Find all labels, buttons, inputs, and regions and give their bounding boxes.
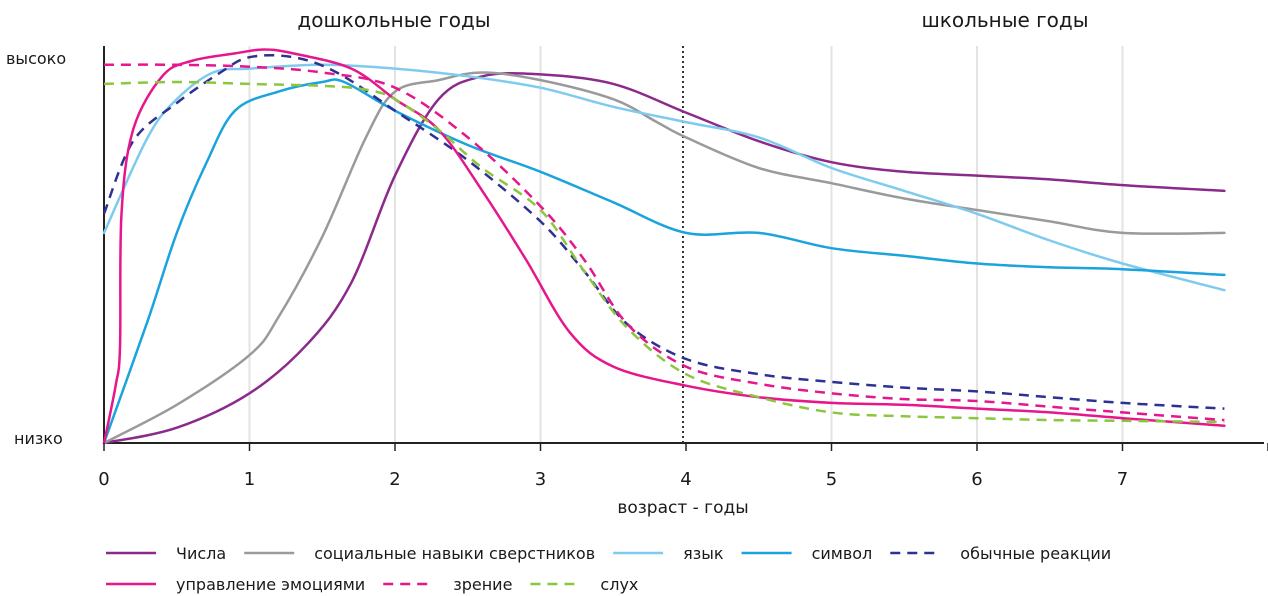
y-low-label: низко — [14, 429, 63, 448]
series-lines — [102, 48, 1226, 445]
period-label-school: школьные годы — [921, 8, 1088, 32]
series-line — [102, 63, 1226, 292]
x-tick-label: 6 — [971, 469, 982, 490]
legend-label: язык — [683, 544, 724, 563]
series-line — [102, 72, 1226, 445]
legend: Числа социальные навыки сверстников язык си… — [106, 544, 1111, 594]
x-ticks: 0 1 2 3 4 5 6 7 — [98, 443, 1268, 490]
series-line — [103, 63, 1225, 422]
legend-label: зрение — [453, 575, 512, 594]
y-high-label: высоко — [6, 49, 66, 68]
x-tick-label: 5 — [826, 469, 837, 490]
legend-label: слух — [600, 575, 638, 594]
x-tick-label: 3 — [535, 469, 546, 490]
legend-label: социальные навыки сверстников — [314, 544, 595, 563]
series-line — [103, 80, 1225, 424]
x-tick-label: 7 — [1117, 469, 1128, 490]
series-line — [102, 48, 1226, 445]
series-line — [102, 71, 1226, 445]
grid-lines — [248, 46, 1124, 443]
series-line — [102, 54, 1225, 410]
legend-label: управление эмоциями — [176, 575, 365, 594]
period-label-preschool: дошкольные годы — [297, 8, 490, 32]
series-line — [102, 78, 1226, 445]
x-tick-label: 0 — [98, 469, 109, 490]
x-tick-label: 2 — [389, 469, 400, 490]
x-tick-label: 4 — [680, 469, 691, 490]
x-axis-title: возраст - годы — [617, 498, 748, 518]
axes — [103, 46, 1264, 444]
legend-label: символ — [812, 544, 873, 563]
legend-label: Числа — [176, 544, 226, 563]
x-tick-label: 1 — [244, 469, 255, 490]
legend-label: обычные реакции — [960, 544, 1111, 563]
